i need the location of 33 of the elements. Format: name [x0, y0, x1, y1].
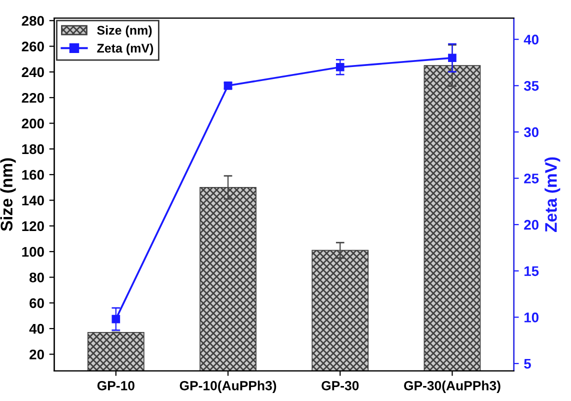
legend-label: Zeta (mV): [97, 43, 154, 56]
y-axis-title: Size (nm): [0, 158, 16, 232]
x-tick-label: GP-30(AuPPh3): [404, 380, 500, 393]
y2-tick-label: 15: [524, 266, 539, 276]
y2-tick-label: 35: [524, 80, 539, 91]
x-tick-label: GP-30: [322, 380, 359, 390]
y-tick-label: 260: [22, 42, 44, 52]
y-tick-label: 100: [22, 246, 44, 257]
y-tick-label: 280: [22, 16, 44, 26]
y-tick-label: 60: [30, 298, 44, 308]
y2-tick-label: 30: [524, 127, 538, 138]
y-tick-label: 20: [30, 350, 44, 360]
x-tick-label: GP-10(AuPPh3): [180, 380, 276, 393]
point: [336, 62, 344, 72]
y-tick-label: 160: [22, 170, 44, 180]
x-tick-label: GP-10: [97, 380, 134, 390]
y-tick-label: 40: [29, 324, 44, 334]
y2-tick-label: 5: [524, 358, 531, 369]
point: [448, 54, 456, 62]
y-tick-label: 80: [30, 272, 44, 282]
point: [112, 314, 120, 324]
y-tick-label: 180: [22, 144, 44, 154]
y-tick-label: 200: [22, 118, 44, 128]
y-tick-label: 140: [22, 196, 44, 206]
y2-axis-title: Zeta (mV): [544, 157, 560, 232]
y2-tick-label: 10: [524, 312, 538, 322]
y2-tick-label: 20: [524, 220, 538, 230]
y-tick-label: 220: [22, 92, 44, 103]
legend-label: Size (nm): [97, 26, 152, 38]
y-tick-label: 120: [22, 221, 44, 232]
y-tick-label: 240: [22, 67, 44, 78]
y2-tick-label: 25: [524, 174, 539, 184]
y2-tick-label: 40: [524, 34, 538, 45]
